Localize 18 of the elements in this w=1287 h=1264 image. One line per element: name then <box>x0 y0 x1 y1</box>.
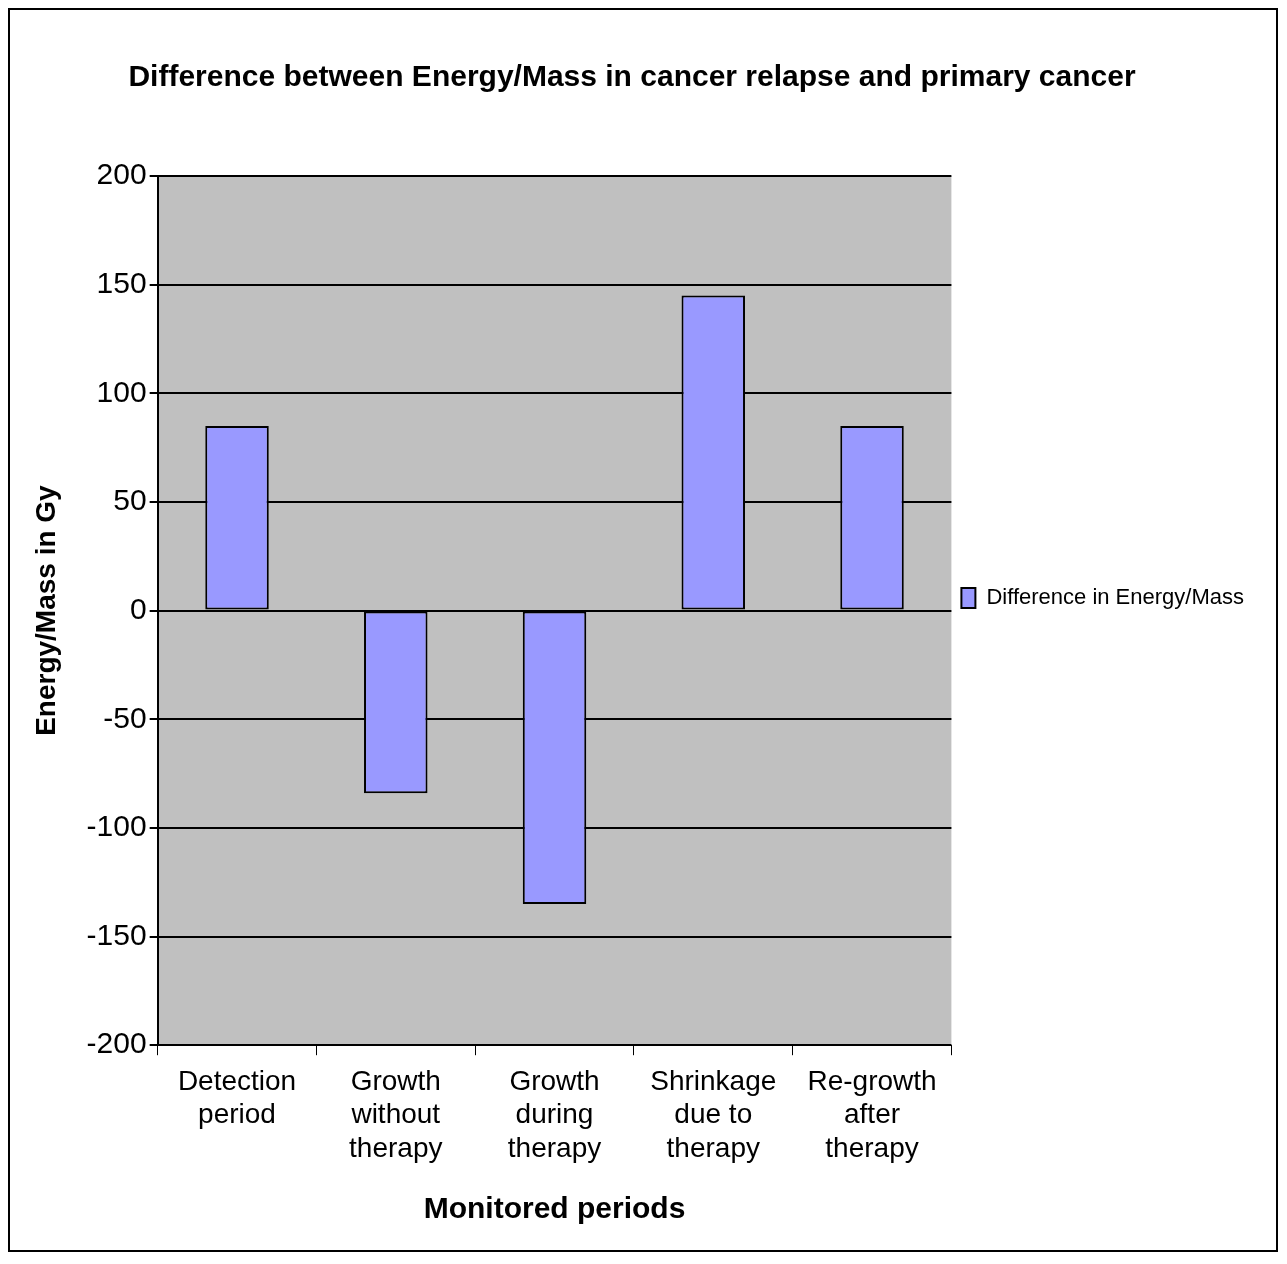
y-tick-label: -200 <box>86 1026 147 1060</box>
x-tick-label: Detection period <box>177 1064 297 1130</box>
legend-label: Difference in Energy/Mass <box>986 584 1245 610</box>
y-tick-label: -50 <box>103 700 147 734</box>
y-tick-label: 50 <box>113 483 147 517</box>
y-axis-title: Energy/Mass in Gy <box>29 484 61 736</box>
y-tick-label: -100 <box>86 809 147 843</box>
x-tick-label: Shrinkage due to therapy <box>650 1064 777 1163</box>
x-tick-label: Growth during therapy <box>507 1064 602 1163</box>
x-axis-title: Monitored periods <box>423 1191 686 1225</box>
y-tick-label: 200 <box>96 157 147 191</box>
x-tick-label: Re-growth after therapy <box>807 1064 937 1163</box>
y-tick-label: 100 <box>96 374 147 408</box>
y-tick-label: 0 <box>129 591 147 625</box>
y-tick-label: -150 <box>86 917 147 951</box>
y-tick-label: 150 <box>96 265 147 299</box>
chart-title: Difference between Energy/Mass in cancer relapse and primary cancer <box>128 59 1136 93</box>
x-tick-label: Growth without therapy <box>349 1064 443 1163</box>
